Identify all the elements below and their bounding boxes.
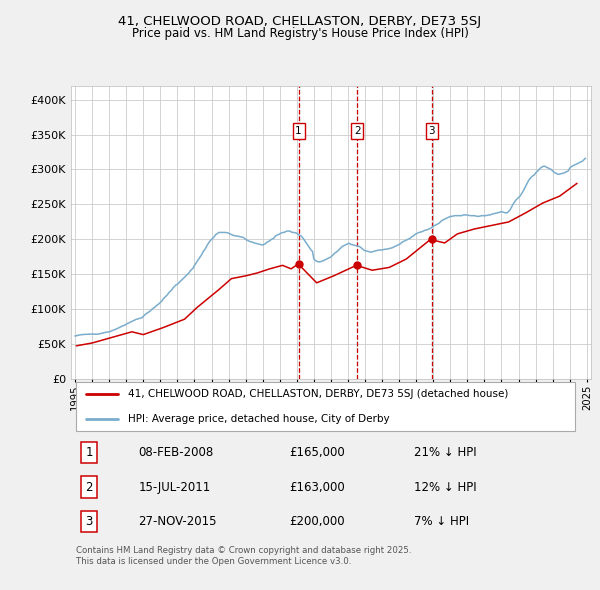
Text: Contains HM Land Registry data © Crown copyright and database right 2025.
This d: Contains HM Land Registry data © Crown c… bbox=[76, 546, 412, 565]
Text: HPI: Average price, detached house, City of Derby: HPI: Average price, detached house, City… bbox=[128, 414, 389, 424]
Text: 15-JUL-2011: 15-JUL-2011 bbox=[139, 481, 211, 494]
Text: 41, CHELWOOD ROAD, CHELLASTON, DERBY, DE73 5SJ (detached house): 41, CHELWOOD ROAD, CHELLASTON, DERBY, DE… bbox=[128, 389, 508, 399]
Text: £165,000: £165,000 bbox=[289, 446, 345, 459]
Text: 2: 2 bbox=[85, 481, 93, 494]
Text: 3: 3 bbox=[428, 126, 435, 136]
Text: 41, CHELWOOD ROAD, CHELLASTON, DERBY, DE73 5SJ: 41, CHELWOOD ROAD, CHELLASTON, DERBY, DE… bbox=[118, 15, 482, 28]
Text: 21% ↓ HPI: 21% ↓ HPI bbox=[414, 446, 477, 459]
Text: 2: 2 bbox=[354, 126, 361, 136]
Text: 7% ↓ HPI: 7% ↓ HPI bbox=[414, 515, 469, 528]
Text: £163,000: £163,000 bbox=[289, 481, 345, 494]
Text: £200,000: £200,000 bbox=[289, 515, 345, 528]
Text: 1: 1 bbox=[295, 126, 302, 136]
FancyBboxPatch shape bbox=[76, 382, 575, 431]
Text: Price paid vs. HM Land Registry's House Price Index (HPI): Price paid vs. HM Land Registry's House … bbox=[131, 27, 469, 40]
Text: 1: 1 bbox=[85, 446, 93, 459]
Text: 3: 3 bbox=[85, 515, 92, 528]
Text: 12% ↓ HPI: 12% ↓ HPI bbox=[414, 481, 477, 494]
Text: 27-NOV-2015: 27-NOV-2015 bbox=[139, 515, 217, 528]
Text: 08-FEB-2008: 08-FEB-2008 bbox=[139, 446, 214, 459]
